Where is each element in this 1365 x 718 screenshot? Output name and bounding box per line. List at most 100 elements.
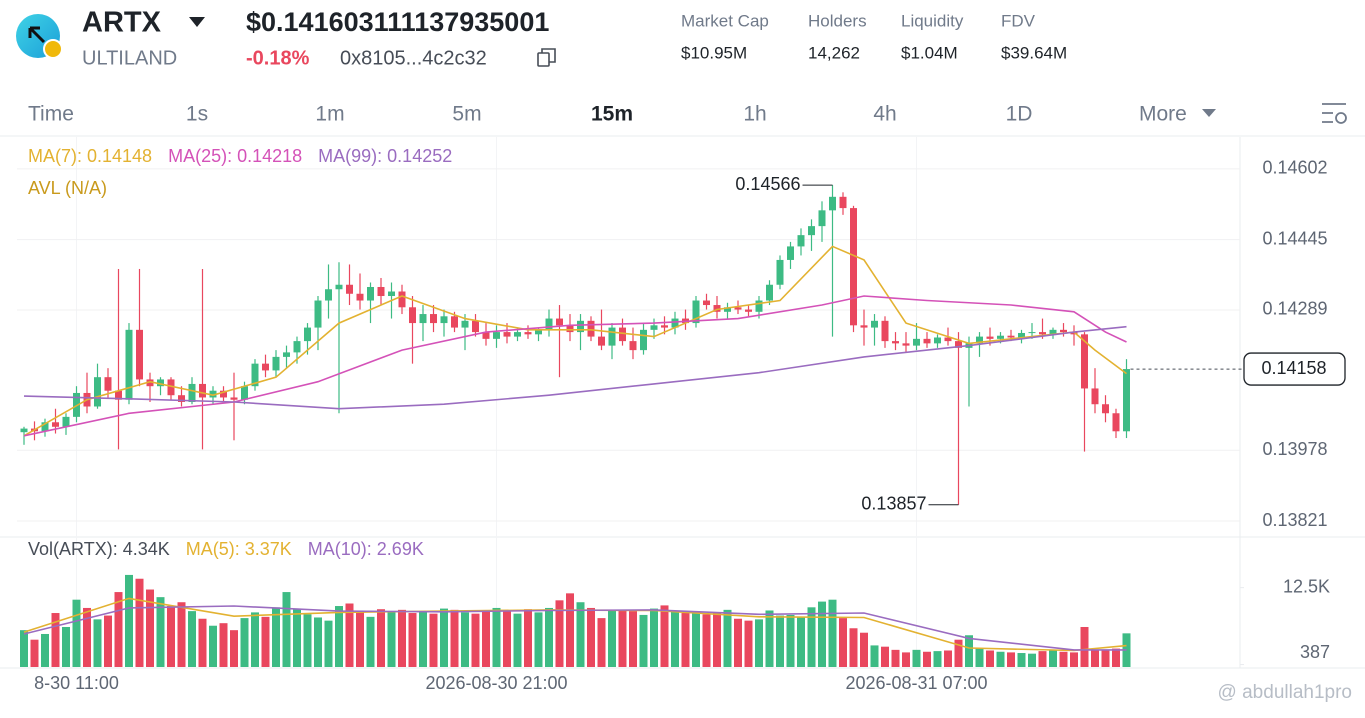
candle-body [104,377,112,391]
candle-body [356,293,364,301]
volume-bar [566,593,574,667]
volume-bar [671,610,679,667]
volume-bar [639,614,648,667]
x-tick-label: 2026-08-30 21:00 [425,673,567,693]
volume-bar [450,609,459,667]
candle-body [671,318,679,328]
volume-bar [765,610,774,667]
candle-body [692,300,700,324]
volume-bar [51,613,60,667]
candle-body [829,196,836,211]
volume-bar [282,592,291,667]
volume-bar [713,612,721,667]
interval-tab[interactable]: 1D [1006,103,1033,126]
volume-bar [471,613,480,667]
candle-body [461,320,469,328]
volume-bar [608,610,616,667]
copy-icon[interactable] [537,48,556,67]
volume-bar [482,610,490,667]
volume-bar [240,618,249,667]
volume-bar [429,613,438,667]
candle-body [1049,329,1057,335]
legend-entry: MA(5): 3.37K [186,539,292,559]
candle-body [272,356,280,371]
candle-body [367,286,374,301]
candle-body [1028,332,1036,334]
candle-body [944,337,952,342]
volume-bar [996,651,1005,667]
volume-bar [345,603,354,667]
interval-tab[interactable]: 15m [591,103,633,126]
candle-body [997,335,1004,339]
candle-body [629,341,637,351]
candle-body [20,428,28,433]
volume-bar [1059,651,1068,667]
legend-entry: MA(10): 2.69K [308,539,424,559]
candle-body [293,341,301,353]
candle-body [839,196,847,209]
candle-body [94,377,101,407]
interval-tab[interactable]: More [1139,103,1187,126]
volume-bar [818,601,826,667]
candle-body [503,332,511,337]
candle-body [650,325,658,330]
token-name: ULTILAND [82,47,177,69]
stat-value: 14,262 [808,43,860,62]
candle-body [314,300,322,328]
candle-body [787,246,794,260]
volume-bar [272,607,280,667]
candle-body [388,291,395,297]
candle-body [913,338,920,346]
volume-bar [650,608,658,667]
candle-body [881,320,889,342]
interval-tab[interactable]: 5m [452,103,481,126]
volume-bar [114,592,123,667]
candle-body [577,320,584,333]
volume-bar [408,613,417,667]
volume-bar [188,611,196,667]
volume-bar [1049,649,1057,667]
interval-bar: Time 1s 1m 5m 15m 1h 4h 1D More [28,103,1216,126]
interval-tab[interactable]: 1m [315,103,344,126]
candle-body [335,284,343,290]
y-tick-label: 0.13821 [1262,510,1327,530]
candle-body [808,226,815,236]
volume-bar [72,599,81,667]
more-dropdown[interactable] [1202,109,1216,117]
volume-bar [702,614,711,667]
volume-bar [776,615,784,667]
candle-body [220,390,227,398]
volume-bar [881,646,889,667]
candle-body [283,352,290,357]
y-tick-label: 0.13978 [1262,439,1327,459]
candle-body [703,300,710,306]
symbol-dropdown[interactable] [189,17,205,27]
interval-tab: Time [28,103,74,126]
interval-tab[interactable]: 1s [186,103,208,126]
candle-body [640,329,647,351]
price-change: -0.18% [246,47,310,69]
candle-body [976,336,983,344]
ma-line [23,605,1127,651]
candle-body [923,338,931,344]
candle-body [482,332,490,339]
volume-bar [324,620,333,667]
volume-bar [20,630,28,667]
volume-bar [1091,650,1099,667]
candle-body [398,291,406,308]
symbol[interactable]: ARTX [82,7,162,39]
legend-entry: MA(25): 0.14218 [168,146,302,166]
candle-body [619,327,626,342]
volume-bar [492,607,501,667]
volume-bar [30,639,39,667]
candle-body [188,383,196,402]
volume-bar [251,612,259,667]
chart-settings-icon[interactable] [1322,103,1347,124]
volume-bar [839,618,847,667]
volume-bar [618,609,627,667]
interval-tab[interactable]: 4h [873,103,896,126]
volume-bar [1101,649,1110,667]
stat-label: FDV [1001,11,1036,30]
interval-tab[interactable]: 1h [743,103,766,126]
